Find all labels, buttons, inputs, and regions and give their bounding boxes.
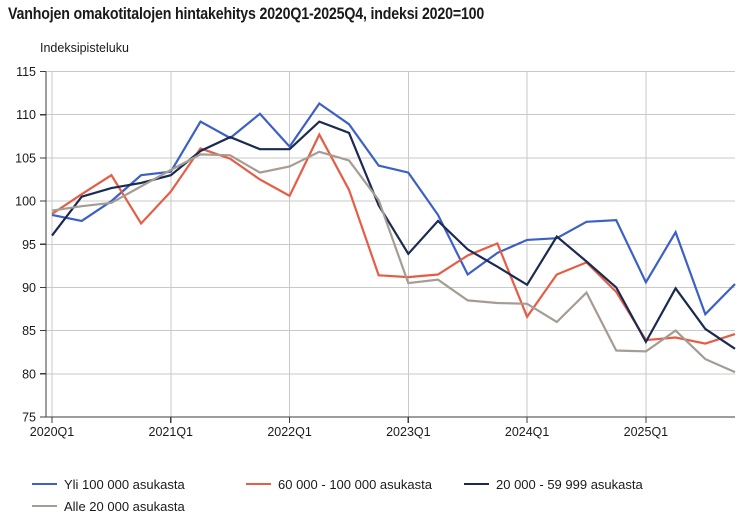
y-tick-label: 110 <box>16 108 36 122</box>
x-tick-label: 2021Q1 <box>149 425 194 439</box>
x-tick-label: 2024Q1 <box>505 425 550 439</box>
y-axis-title: Indeksipisteluku <box>40 41 129 55</box>
x-tick-label: 2023Q1 <box>386 425 431 439</box>
legend-label: Alle 20 000 asukasta <box>64 498 185 514</box>
legend-swatch-icon <box>32 482 57 486</box>
legend-swatch-icon <box>32 504 57 508</box>
series-line-2 <box>51 120 736 350</box>
legend-item-60000-100000: 60 000 - 100 000 asukasta <box>246 476 432 492</box>
legend-item-alle-20000: Alle 20 000 asukasta <box>32 498 185 514</box>
legend-swatch-icon <box>246 482 271 486</box>
x-tick-label: 2020Q1 <box>30 425 75 439</box>
series-line-1 <box>51 132 736 345</box>
y-tick-label: 80 <box>22 367 36 381</box>
series-line-3 <box>51 150 736 374</box>
line-chart-canvas: 75 80 85 90 95 100 105 110 115 2020Q1 2021Q1 2022Q1… <box>15 65 736 439</box>
y-tick-label: 90 <box>22 281 36 295</box>
x-tick-label: 2025Q1 <box>624 425 669 439</box>
legend-label: Yli 100 000 asukasta <box>64 476 185 492</box>
legend-item-20000-59999: 20 000 - 59 999 asukasta <box>464 476 643 492</box>
y-tick-label: 85 <box>22 324 36 338</box>
y-tick-label: 100 <box>15 195 36 209</box>
legend-swatch-icon <box>464 482 489 486</box>
legend-label: 60 000 - 100 000 asukasta <box>278 476 432 492</box>
y-tick-label: 75 <box>22 411 36 425</box>
legend-label: 20 000 - 59 999 asukasta <box>496 476 643 492</box>
y-tick-label: 105 <box>15 151 36 165</box>
legend-item-yli-100000: Yli 100 000 asukasta <box>32 476 185 492</box>
y-tick-label: 115 <box>16 65 36 79</box>
x-tick-label: 2022Q1 <box>267 425 312 439</box>
y-tick-label: 95 <box>22 238 36 252</box>
chart-title: Vanhojen omakotitalojen hintakehitys 202… <box>8 5 485 23</box>
